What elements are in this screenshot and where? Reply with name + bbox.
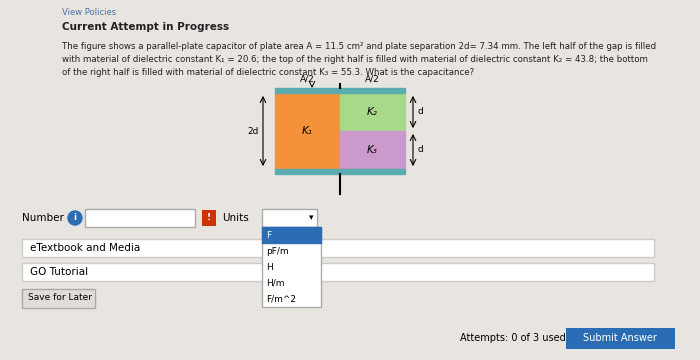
Text: d: d xyxy=(417,108,423,117)
FancyBboxPatch shape xyxy=(85,209,195,227)
Text: pF/m: pF/m xyxy=(266,247,288,256)
Text: K₂: K₂ xyxy=(367,107,377,117)
Text: ▾: ▾ xyxy=(309,213,314,222)
Text: of the right half is filled with material of dielectric constant K₃ = 55.3. What: of the right half is filled with materia… xyxy=(62,68,474,77)
FancyBboxPatch shape xyxy=(262,209,317,227)
Text: d: d xyxy=(417,145,423,154)
Text: A/2: A/2 xyxy=(300,75,314,84)
Bar xyxy=(340,131,405,169)
Text: H/m: H/m xyxy=(266,279,284,288)
Text: The figure shows a parallel-plate capacitor of plate area A = 11.5 cm² and plate: The figure shows a parallel-plate capaci… xyxy=(62,42,656,51)
FancyBboxPatch shape xyxy=(202,210,216,226)
FancyBboxPatch shape xyxy=(22,288,95,307)
Text: GO Tutorial: GO Tutorial xyxy=(30,267,88,277)
FancyBboxPatch shape xyxy=(22,239,654,257)
Text: K₁: K₁ xyxy=(302,126,312,136)
Text: with material of dielectric constant K₁ = 20.6; the top of the right half is fil: with material of dielectric constant K₁ … xyxy=(62,55,648,64)
Text: !: ! xyxy=(207,213,211,222)
Bar xyxy=(275,88,405,93)
Bar xyxy=(275,93,340,169)
FancyBboxPatch shape xyxy=(262,227,321,307)
Text: i: i xyxy=(74,213,76,222)
Bar xyxy=(340,93,405,131)
Text: F: F xyxy=(266,230,271,239)
Text: Units: Units xyxy=(222,213,248,223)
Text: Number: Number xyxy=(22,213,64,223)
Text: 2d: 2d xyxy=(248,126,259,135)
Text: Current Attempt in Progress: Current Attempt in Progress xyxy=(62,22,229,32)
Text: View Policies: View Policies xyxy=(62,8,116,17)
Text: Save for Later: Save for Later xyxy=(28,293,92,302)
Circle shape xyxy=(68,211,82,225)
Text: H: H xyxy=(266,262,273,271)
Text: K₃: K₃ xyxy=(367,145,377,155)
Text: eTextbook and Media: eTextbook and Media xyxy=(30,243,140,253)
Text: Submit Answer: Submit Answer xyxy=(583,333,657,343)
FancyBboxPatch shape xyxy=(22,263,654,281)
Bar xyxy=(275,169,405,174)
Text: Attempts: 0 of 3 used: Attempts: 0 of 3 used xyxy=(460,333,566,343)
Text: F/m^2: F/m^2 xyxy=(266,294,296,303)
Text: A/2: A/2 xyxy=(365,75,379,84)
FancyBboxPatch shape xyxy=(566,328,675,348)
Bar xyxy=(262,227,321,243)
